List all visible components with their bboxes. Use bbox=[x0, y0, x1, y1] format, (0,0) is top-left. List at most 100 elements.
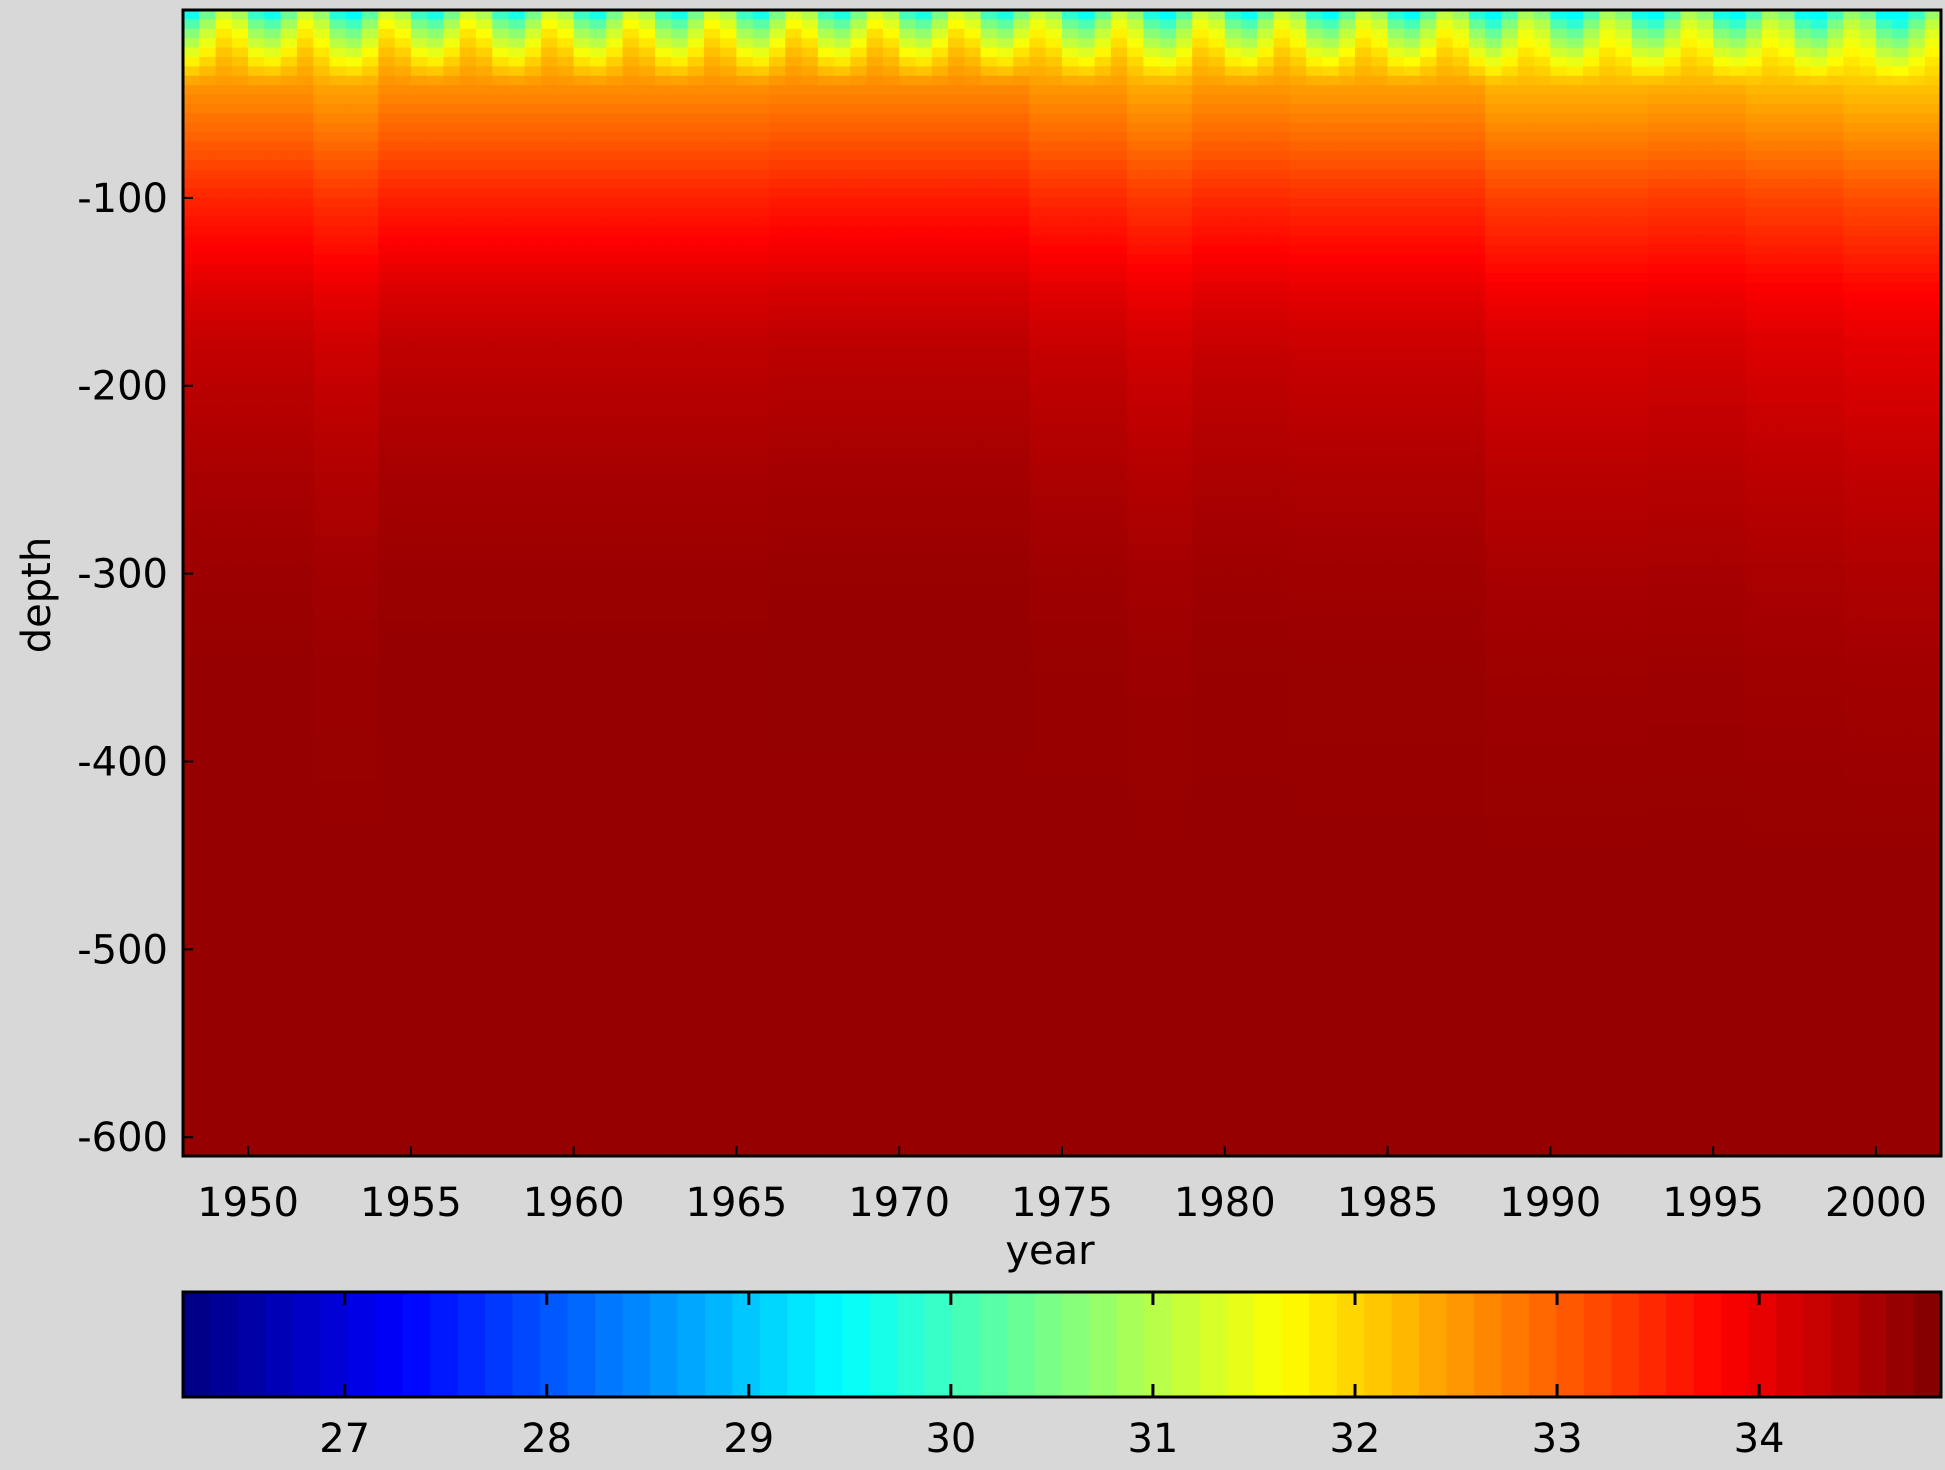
heatmap-cell bbox=[671, 545, 689, 556]
heatmap-cell bbox=[508, 273, 526, 284]
heatmap-cell bbox=[378, 1099, 396, 1110]
heatmap-cell bbox=[410, 808, 428, 819]
heatmap-cell bbox=[557, 385, 575, 396]
heatmap-cell bbox=[476, 489, 493, 500]
heatmap-cell bbox=[638, 517, 656, 528]
heatmap-cell bbox=[280, 770, 298, 781]
heatmap-cell bbox=[215, 592, 233, 603]
heatmap-cell bbox=[215, 235, 233, 246]
heatmap-cell bbox=[541, 883, 558, 894]
heatmap-cell bbox=[638, 94, 656, 105]
heatmap-cell bbox=[329, 545, 347, 556]
heatmap-cell bbox=[313, 770, 331, 781]
heatmap-cell bbox=[785, 235, 803, 246]
heatmap-cell bbox=[557, 892, 575, 903]
heatmap-cell bbox=[817, 216, 835, 227]
heatmap-cell bbox=[183, 658, 200, 669]
heatmap-cell bbox=[248, 1005, 265, 1016]
heatmap-cell bbox=[231, 1005, 249, 1016]
heatmap-cell bbox=[329, 197, 347, 208]
heatmap-cell bbox=[459, 329, 477, 340]
heatmap-cell bbox=[524, 489, 542, 500]
heatmap-cell bbox=[785, 66, 803, 77]
heatmap-cell bbox=[459, 629, 477, 640]
heatmap-cell bbox=[231, 113, 249, 124]
heatmap-cell bbox=[459, 648, 477, 659]
heatmap-cell bbox=[492, 930, 510, 941]
heatmap-cell bbox=[573, 836, 591, 847]
heatmap-cell bbox=[736, 197, 754, 208]
heatmap-cell bbox=[345, 836, 363, 847]
heatmap-cell bbox=[443, 526, 461, 537]
heatmap-cell bbox=[329, 66, 347, 77]
heatmap-cell bbox=[622, 442, 640, 453]
heatmap-cell bbox=[427, 939, 445, 950]
heatmap-cell bbox=[769, 536, 786, 547]
heatmap-cell bbox=[687, 94, 705, 105]
heatmap-cell bbox=[492, 1118, 510, 1129]
heatmap-cell bbox=[264, 1043, 282, 1054]
heatmap-cell bbox=[622, 968, 640, 979]
heatmap-cell bbox=[427, 366, 445, 377]
heatmap-cell bbox=[834, 808, 851, 819]
heatmap-cell bbox=[655, 545, 672, 556]
heatmap-cell bbox=[427, 273, 445, 284]
heatmap-cell bbox=[671, 442, 689, 453]
heatmap-cell bbox=[622, 94, 640, 105]
heatmap-cell bbox=[557, 714, 575, 725]
heatmap-cell bbox=[427, 338, 445, 349]
heatmap-cell bbox=[622, 742, 640, 753]
heatmap-cell bbox=[834, 188, 851, 199]
heatmap-cell bbox=[280, 996, 298, 1007]
heatmap-cell bbox=[720, 601, 738, 612]
heatmap-cell bbox=[736, 817, 754, 828]
heatmap-cell bbox=[345, 56, 363, 67]
heatmap-cell bbox=[785, 357, 803, 368]
heatmap-cell bbox=[703, 28, 721, 39]
heatmap-cell bbox=[231, 883, 249, 894]
heatmap-cell bbox=[703, 489, 721, 500]
heatmap-cell bbox=[638, 357, 656, 368]
heatmap-cell bbox=[313, 254, 331, 265]
heatmap-cell bbox=[720, 799, 738, 810]
heatmap-cell bbox=[671, 66, 689, 77]
heatmap-cell bbox=[378, 761, 396, 772]
heatmap-cell bbox=[264, 780, 282, 791]
heatmap-cell bbox=[834, 892, 851, 903]
heatmap-cell bbox=[215, 10, 233, 20]
heatmap-cell bbox=[720, 667, 738, 678]
heatmap-cell bbox=[215, 1090, 233, 1101]
heatmap-cell bbox=[345, 85, 363, 96]
heatmap-cell bbox=[622, 827, 640, 838]
heatmap-cell bbox=[638, 1043, 656, 1054]
heatmap-cell bbox=[785, 911, 803, 922]
heatmap-cell bbox=[215, 169, 233, 180]
heatmap-cell bbox=[492, 742, 510, 753]
heatmap-cell bbox=[589, 752, 607, 763]
heatmap-cell bbox=[410, 601, 428, 612]
heatmap-cell bbox=[264, 564, 282, 575]
heatmap-cell bbox=[573, 864, 591, 875]
heatmap-cell bbox=[296, 122, 314, 133]
heatmap-cell bbox=[557, 1052, 575, 1063]
heatmap-cell bbox=[524, 263, 542, 274]
heatmap-cell bbox=[199, 658, 217, 669]
heatmap-cell bbox=[362, 573, 379, 584]
heatmap-cell bbox=[231, 827, 249, 838]
heatmap-cell bbox=[443, 968, 461, 979]
heatmap-cell bbox=[231, 592, 249, 603]
heatmap-cell bbox=[362, 648, 379, 659]
heatmap-cell bbox=[427, 169, 445, 180]
heatmap-cell bbox=[410, 799, 428, 810]
heatmap-cell bbox=[524, 310, 542, 321]
heatmap-cell bbox=[720, 132, 738, 143]
heatmap-cell bbox=[280, 714, 298, 725]
heatmap-cell bbox=[410, 770, 428, 781]
heatmap-cell bbox=[378, 714, 396, 725]
heatmap-cell bbox=[606, 338, 624, 349]
heatmap-cell bbox=[443, 1127, 461, 1138]
heatmap-cell bbox=[199, 94, 217, 105]
heatmap-cell bbox=[752, 583, 770, 593]
heatmap-cell bbox=[215, 958, 233, 969]
heatmap-cell bbox=[410, 1015, 428, 1026]
